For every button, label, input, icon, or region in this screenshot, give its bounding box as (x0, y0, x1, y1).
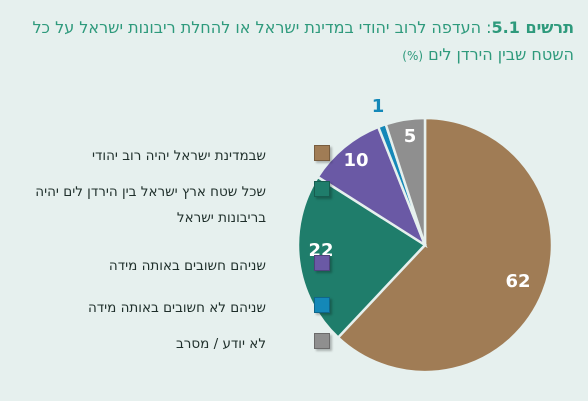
legend-swatch (314, 333, 330, 349)
legend-label: לא יודע / מסרב (176, 336, 266, 352)
legend-label: שניהם לא חשובים באותה מידה (87, 300, 266, 316)
chart-title-text: : העדפה לרוב יהודי במדינת ישראל או להחלת… (32, 18, 574, 64)
legend-item-both-important: שניהם חשובים באותה מידה (16, 253, 330, 295)
pie-slice-both-important (316, 125, 428, 249)
pie-value-label-jewish-majority: 62 (505, 271, 530, 292)
chart-title-label: תרשים 5.1 (491, 18, 574, 37)
pie-slice-dont-know (384, 116, 427, 246)
legend-item-dont-know: לא יודע / מסרב (16, 331, 330, 361)
chart-title: תרשים 5.1: העדפה לרוב יהודי במדינת ישראל… (9, 14, 574, 70)
legend-label: שניהם חשובים באותה מידה (108, 258, 266, 274)
pie-slices (296, 116, 554, 374)
chart-title-unit: (%) (402, 49, 424, 63)
legend-label: שכל שטח ארץ ישראל בין הירדן לים יהיה ברי… (35, 184, 266, 226)
legend-swatch (314, 297, 330, 313)
legend-item-sovereignty: שכל שטח ארץ ישראל בין הירדן לים יהיה ברי… (16, 179, 330, 253)
legend-swatch (314, 255, 330, 271)
legend-item-jewish-majority: שבמדינת ישראל יהיה רוב יהודי (16, 143, 330, 179)
pie-slice-jewish-majority (336, 116, 554, 374)
legend-swatch (314, 181, 330, 197)
legend: שבמדינת ישראל יהיה רוב יהודי שכל שטח ארץ… (16, 143, 330, 361)
pie-value-label-both-important: 10 (343, 150, 368, 171)
legend-item-both-unimportant: שניהם לא חשובים באותה מידה (16, 295, 330, 331)
pie-value-label-dont-know: 5 (404, 126, 417, 147)
legend-swatch (314, 145, 330, 161)
legend-label: שבמדינת ישראל יהיה רוב יהודי (92, 148, 266, 164)
pie-value-label-both-unimportant: 1 (372, 96, 385, 117)
